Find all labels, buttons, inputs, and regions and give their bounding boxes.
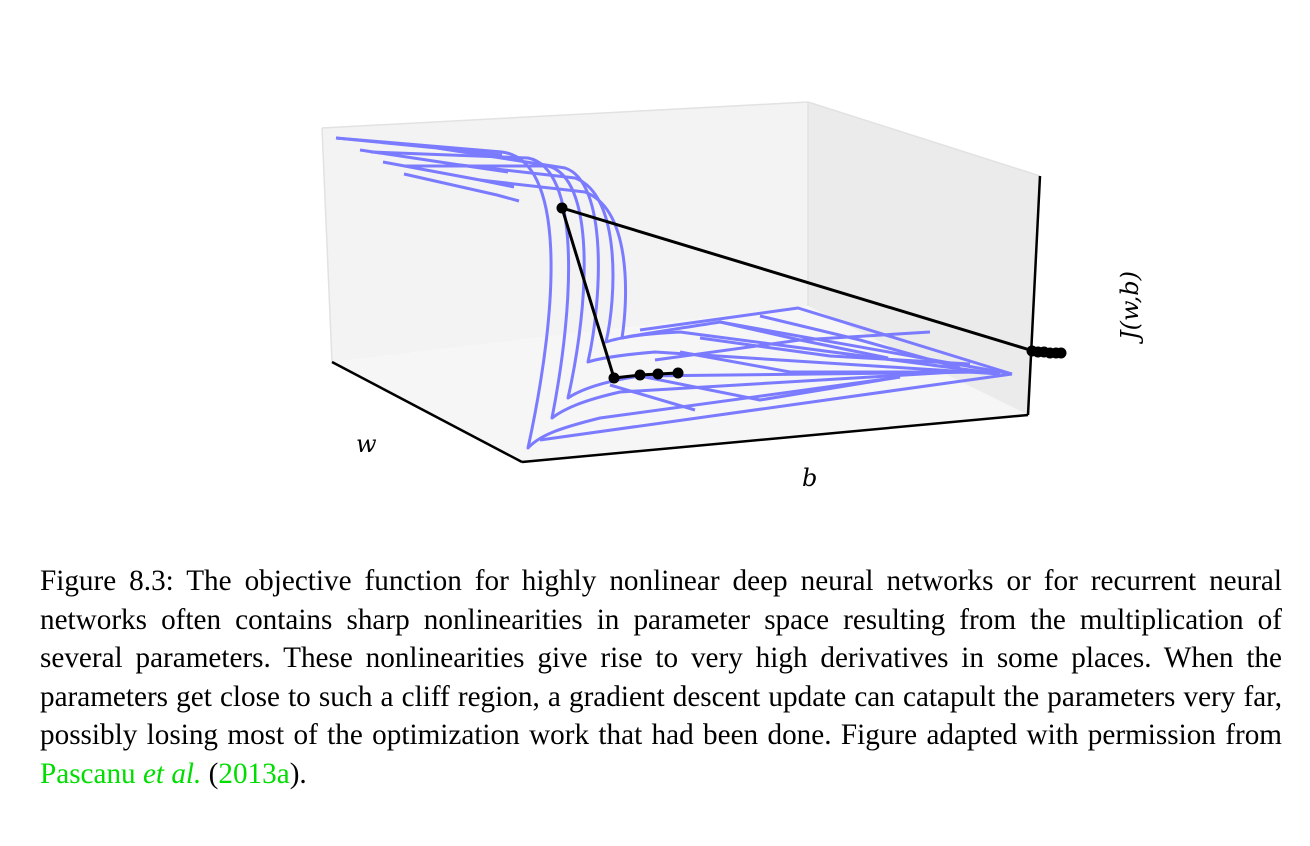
plateau-line [403, 172, 520, 203]
w-axis-label: w [356, 430, 377, 458]
path-point [652, 368, 664, 380]
floor-cross [679, 350, 940, 374]
cliff-figure: w b J(w,b) [321, 101, 1144, 492]
floor-cross [609, 383, 696, 412]
citation-author[interactable]: Pascanu [40, 757, 136, 790]
floor-cross [699, 336, 971, 366]
gradient-path [556, 202, 1067, 384]
axes [331, 175, 1042, 464]
cliff-surface-plot: w b J(w,b) [321, 101, 1144, 492]
figure-caption: Figure 8.3: The objective function for h… [40, 562, 1282, 793]
citation-etal[interactable]: et al. [142, 757, 202, 790]
floor-line [539, 372, 1013, 442]
citation-close: ). [289, 757, 307, 790]
b-axis-label: b [802, 464, 817, 492]
z-axis-label: J(w,b) [1116, 271, 1144, 345]
floor-cross [759, 314, 961, 370]
floor-line [639, 306, 1013, 376]
pane-edge [807, 101, 1041, 177]
path-point [672, 367, 684, 379]
citation-open: ( [201, 757, 219, 790]
floor-cross [719, 320, 889, 360]
path-point [1055, 347, 1067, 359]
w-axis-line [331, 360, 523, 464]
z-axis-line [1026, 175, 1042, 416]
path-point [556, 202, 568, 214]
caption-text: Figure 8.3: The objective function for h… [40, 565, 1282, 751]
pane-edge [321, 127, 333, 363]
cliff-curve [335, 136, 901, 450]
floor-cross [639, 374, 901, 402]
cliff-curve [436, 146, 1001, 376]
cliff-curve [479, 178, 1013, 376]
path-point [634, 369, 646, 381]
path-point [608, 372, 620, 384]
citation-year[interactable]: 2013a [218, 757, 290, 790]
cliff-curve [404, 164, 986, 400]
b-axis-line [521, 413, 1029, 464]
pane-edge [321, 101, 809, 129]
surface-wireframe [335, 136, 1013, 450]
